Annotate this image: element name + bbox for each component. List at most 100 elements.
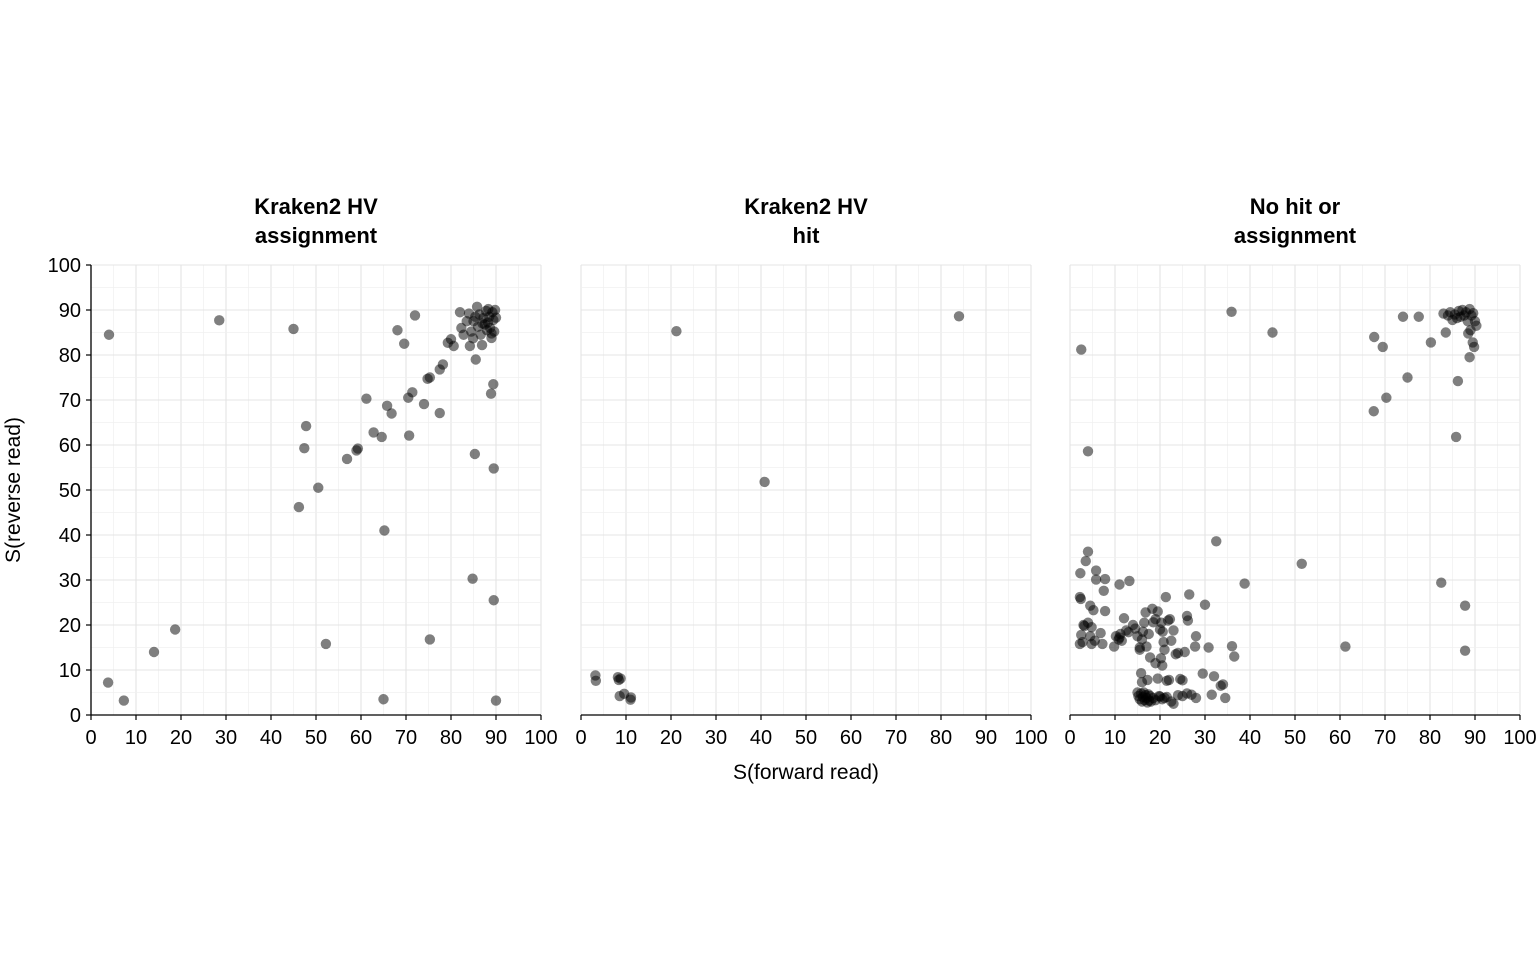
data-point <box>1114 579 1125 590</box>
data-point <box>293 501 305 513</box>
y-tick-label: 20 <box>59 615 81 637</box>
data-point <box>1267 327 1278 338</box>
data-point <box>437 359 449 370</box>
x-tick-label: 30 <box>705 727 727 749</box>
data-point <box>1099 605 1111 617</box>
facet-panel-2: 0 10 20 30 40 50 60 70 80 90 100 Kraken2 HV hit <box>575 194 1047 749</box>
data-point <box>490 695 502 706</box>
x-tick-label: 10 <box>1104 727 1126 749</box>
data-point <box>1226 640 1238 652</box>
data-point <box>1152 673 1163 684</box>
x-tick-label: 0 <box>1064 727 1075 749</box>
data-point <box>320 638 332 650</box>
y-tick-label: 40 <box>59 525 81 547</box>
y-tick-label: 90 <box>59 300 81 322</box>
data-point <box>1143 628 1154 640</box>
data-point <box>1436 577 1447 588</box>
data-point <box>1397 311 1409 322</box>
data-point <box>313 482 324 493</box>
data-point <box>1208 671 1220 682</box>
data-point <box>1135 667 1147 679</box>
data-point <box>341 453 353 465</box>
data-point <box>1190 631 1202 642</box>
facet-title-line: assignment <box>1234 223 1357 248</box>
data-point <box>1124 575 1135 587</box>
data-point <box>1220 692 1231 704</box>
data-point <box>1141 641 1152 652</box>
data-point <box>379 525 390 536</box>
data-point <box>1189 641 1201 652</box>
data-point <box>386 408 397 419</box>
data-point <box>488 379 499 390</box>
data-point <box>1098 585 1109 596</box>
x-tick-label: 0 <box>575 727 586 749</box>
data-point <box>1450 431 1462 443</box>
data-point <box>1452 375 1464 387</box>
data-point <box>381 400 393 412</box>
data-point <box>407 387 418 398</box>
data-point <box>1440 327 1451 338</box>
x-tick-label: 30 <box>215 727 237 749</box>
facet-title-line: Kraken2 HV <box>254 194 378 219</box>
x-tick-label: 100 <box>1014 727 1047 749</box>
data-point <box>1369 331 1380 343</box>
data-point <box>368 427 379 438</box>
data-point <box>1074 638 1086 650</box>
x-tick-label: 20 <box>1149 727 1171 749</box>
y-tick-label: 70 <box>59 390 81 412</box>
y-tick-label: 30 <box>59 570 81 592</box>
x-tick-label: 10 <box>125 727 147 749</box>
y-tick-label: 0 <box>70 705 81 727</box>
x-tick-label: 40 <box>750 727 772 749</box>
data-point <box>1459 645 1471 656</box>
data-point <box>352 443 364 454</box>
data-point <box>1402 372 1413 383</box>
data-point <box>1413 311 1424 322</box>
x-tick-label: 70 <box>885 727 907 749</box>
data-point <box>403 430 415 441</box>
data-point <box>1197 668 1208 679</box>
x-tick-label: 70 <box>395 727 417 749</box>
x-tick-label: 80 <box>1419 727 1441 749</box>
facet-panels: 0 10 20 30 40 50 60 70 80 90 100010203040506070809… <box>48 194 1536 749</box>
data-point <box>1463 328 1474 339</box>
data-point <box>409 310 421 321</box>
x-tick-label: 0 <box>85 727 96 749</box>
data-point <box>1099 573 1111 585</box>
data-point <box>418 398 430 410</box>
x-tick-label: 60 <box>350 727 372 749</box>
data-point <box>1150 658 1161 669</box>
x-tick-label: 50 <box>1284 727 1306 749</box>
data-point <box>1459 600 1471 611</box>
data-point <box>454 307 466 318</box>
data-point <box>1377 341 1388 353</box>
data-point <box>1166 635 1177 646</box>
x-tick-label: 60 <box>840 727 862 749</box>
data-point <box>613 674 624 686</box>
data-point <box>1177 675 1188 686</box>
data-point <box>1075 568 1086 579</box>
x-tick-label: 20 <box>660 727 682 749</box>
data-point <box>625 692 637 703</box>
data-point <box>376 431 387 443</box>
data-point <box>1468 307 1479 319</box>
data-point <box>488 463 499 474</box>
data-point <box>1086 622 1097 633</box>
data-point <box>1164 613 1176 625</box>
data-point <box>392 325 403 336</box>
data-point <box>1226 306 1237 317</box>
data-point <box>1090 574 1102 585</box>
data-point <box>1118 613 1130 624</box>
data-point <box>1082 446 1094 457</box>
data-point <box>1190 692 1202 704</box>
data-point <box>1229 651 1240 662</box>
data-point <box>469 448 481 460</box>
data-point <box>759 476 770 488</box>
data-point <box>1239 578 1250 589</box>
data-point <box>486 332 497 344</box>
x-tick-label: 100 <box>524 727 557 749</box>
y-tick-label: 80 <box>59 345 81 367</box>
data-point <box>467 573 478 584</box>
x-tick-label: 10 <box>615 727 637 749</box>
x-tick-label: 60 <box>1329 727 1351 749</box>
